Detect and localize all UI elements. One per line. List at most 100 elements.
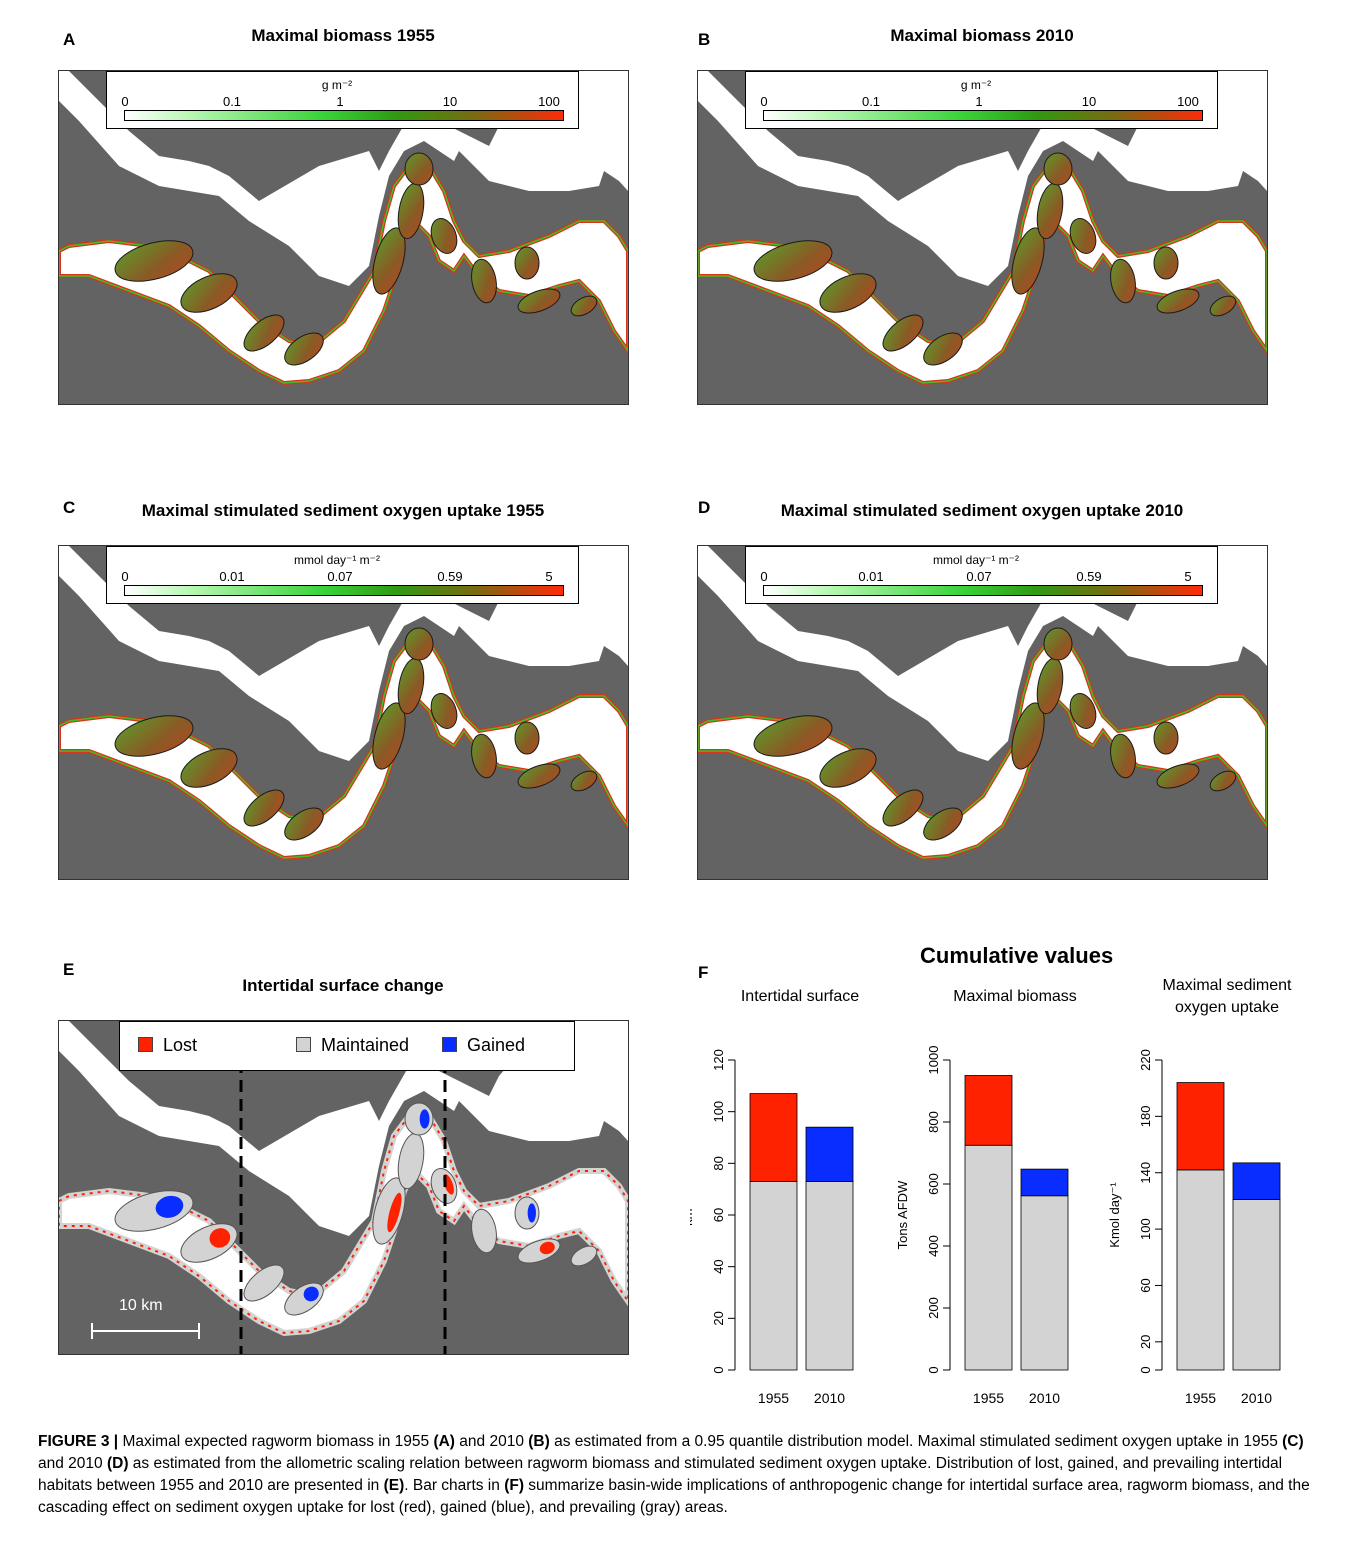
intertidal-flat: [430, 218, 458, 254]
intertidal-flat: [372, 702, 406, 770]
y-tick-label: 20: [711, 1311, 726, 1325]
panel-title-e: Intertidal surface change: [242, 976, 444, 995]
bar-segment-lost: [964, 1075, 1013, 1146]
intertidal-flat: [1153, 721, 1179, 755]
intertidal-flat: [514, 721, 540, 755]
y-axis-label: Kmol day⁻¹: [1107, 1182, 1122, 1248]
intertidal-flat: [517, 763, 561, 789]
bar-segment-maintained: [964, 1144, 1013, 1371]
estuary-channel: [59, 1116, 628, 1333]
legend-tick: 5: [1184, 569, 1192, 584]
bar-chart: Intertidal surface 0 20 40 60 80 100 120 km² 1955…: [680, 988, 859, 1406]
legend-unit: g m⁻²: [321, 78, 353, 92]
bar-segment-gained: [1232, 1162, 1281, 1200]
panel-letter-d: D: [698, 498, 711, 517]
color-legend-a: g m⁻² 0 0.1 1 10 100: [106, 71, 579, 129]
y-tick-label: 20: [1138, 1335, 1153, 1349]
cumulative-charts: Intertidal surface 0 20 40 60 80 100 120 km² 1955…: [680, 975, 1330, 1415]
intertidal-flat: [923, 332, 963, 366]
estuary-channel: [59, 166, 628, 383]
legend-label: Gained: [467, 1035, 526, 1055]
intertidal-flat: [243, 789, 285, 827]
y-tick-label: 1000: [926, 1046, 941, 1075]
legend-tick: 0: [760, 94, 768, 109]
panel-title-a: Maximal biomass 1955: [251, 26, 435, 45]
y-tick-label: 140: [1138, 1162, 1153, 1184]
intertidal-flat: [1043, 627, 1073, 661]
legend-colorbar: [124, 110, 564, 121]
legend-tick: 0.07: [327, 569, 353, 584]
y-axis-label: Tons AFDW: [895, 1180, 910, 1249]
y-tick-label: 60: [1138, 1278, 1153, 1292]
intertidal-flat: [1011, 227, 1045, 295]
intertidal-flat: [471, 258, 497, 304]
x-tick-label: 1955: [1185, 1390, 1216, 1406]
bar-segment-gained: [1020, 1168, 1069, 1197]
intertidal-flat: [882, 314, 924, 352]
panel-letter-f: F: [698, 963, 709, 982]
y-tick-label: 100: [1138, 1218, 1153, 1240]
y-tick-label: 200: [926, 1297, 941, 1319]
y-tick-label: 0: [1138, 1366, 1153, 1373]
legend-tick: 1: [975, 94, 983, 109]
intertidal-flat: [514, 246, 540, 280]
intertidal-flat: [923, 807, 963, 841]
bar-chart: Maximal sediment oxygen uptake 0 20 60 100 140…: [1107, 977, 1292, 1406]
chart-title: Maximal biomass: [953, 988, 1077, 1005]
legend-colorbar: [763, 110, 1203, 121]
bar-chart: Maximal biomass 0 200 400 600 800 1000 Tons AFD…: [895, 988, 1077, 1406]
flat-change-patch: [387, 1192, 402, 1233]
legend-unit: mmol day⁻¹ m⁻²: [293, 553, 381, 567]
legend-item-gained: Gained: [442, 1035, 525, 1056]
caption-label: FIGURE 3 |: [38, 1433, 119, 1450]
flat-change-patch: [527, 1203, 536, 1223]
flat-change-patch: [155, 1195, 184, 1218]
x-tick-label: 2010: [814, 1390, 845, 1406]
intertidal-flat: [819, 748, 877, 788]
chart-title: Intertidal surface: [741, 988, 859, 1005]
panel-letter-e: E: [63, 960, 75, 979]
y-tick-label: 0: [711, 1366, 726, 1373]
panel-letter-b: B: [698, 30, 711, 49]
intertidal-flat: [753, 240, 833, 282]
cumulative-values-title: Cumulative values: [920, 943, 1114, 968]
intertidal-flat: [753, 715, 833, 757]
panel-title-b: Maximal biomass 2010: [890, 26, 1074, 45]
intertidal-flat: [1156, 288, 1200, 314]
intertidal-flat: [570, 770, 598, 792]
intertidal-flat: [1153, 246, 1179, 280]
flat-change-patch: [419, 1109, 430, 1129]
legend-item-maintained: Maintained: [296, 1035, 409, 1056]
y-tick-label: 100: [711, 1101, 726, 1123]
legend-item-lost: Lost: [138, 1035, 197, 1056]
estuary-channel: [59, 641, 628, 858]
water-area: [59, 71, 628, 286]
color-legend-b: g m⁻² 0 0.1 1 10 100: [745, 71, 1218, 129]
panel-title-c: Maximal stimulated sediment oxygen uptak…: [141, 501, 545, 520]
figure-caption: FIGURE 3 | Maximal expected ragworm biom…: [38, 1431, 1323, 1519]
y-tick-label: 80: [711, 1156, 726, 1170]
map-panel-a: g m⁻² 0 0.1 1 10 100: [58, 70, 629, 405]
gained-swatch: [442, 1037, 457, 1052]
intertidal-flat: [1110, 258, 1136, 304]
color-legend-c: mmol day⁻¹ m⁻² 0 0.01 0.07 0.59 5: [106, 546, 579, 604]
y-tick-label: 800: [926, 1111, 941, 1133]
intertidal-flat: [284, 807, 324, 841]
x-tick-label: 1955: [973, 1390, 1004, 1406]
legend-label: Lost: [163, 1035, 198, 1055]
legend-tick: 0.01: [219, 569, 245, 584]
y-tick-label: 400: [926, 1235, 941, 1257]
x-tick-label: 1955: [758, 1390, 789, 1406]
panel-letter-a: A: [63, 30, 76, 49]
map-panel-b: g m⁻² 0 0.1 1 10 100: [697, 70, 1268, 405]
legend-tick: 1: [336, 94, 344, 109]
legend-tick: 0: [760, 569, 768, 584]
y-tick-label: 600: [926, 1173, 941, 1195]
intertidal-flat: [430, 693, 458, 729]
caption-text: Maximal expected ragworm biomass in 1955…: [38, 1433, 1310, 1516]
legend-tick: 0: [121, 569, 129, 584]
flat-change-patch: [303, 1286, 319, 1302]
flat-change-patch: [583, 1248, 594, 1259]
y-tick-label: 0: [926, 1366, 941, 1373]
legend-unit: mmol day⁻¹ m⁻²: [932, 553, 1020, 567]
